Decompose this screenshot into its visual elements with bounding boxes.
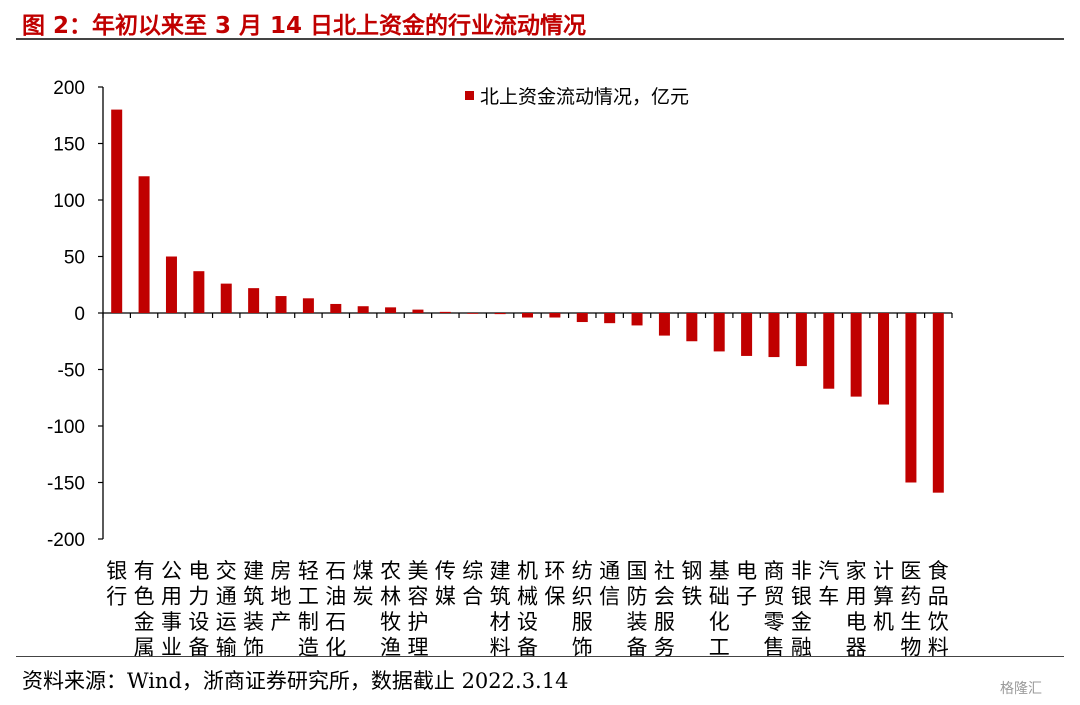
bar [193, 271, 205, 313]
bar [741, 313, 753, 356]
x-category-label: 通信 [599, 559, 620, 609]
bar [412, 309, 424, 313]
bar [823, 313, 835, 389]
bar [604, 313, 616, 324]
bar [878, 313, 890, 405]
y-tick-label: 50 [64, 248, 85, 269]
bar [795, 313, 807, 367]
x-category-label: 建筑材料 [490, 559, 511, 656]
bar [385, 307, 397, 313]
x-category-label: 石油石化 [325, 559, 346, 656]
y-tick-label: 0 [74, 304, 85, 325]
bar [330, 303, 342, 313]
x-category-label: 机械设备 [517, 559, 538, 656]
y-tick-labels: 200 150 100 50 0 -50 -100 -150 -200 [47, 78, 85, 551]
chart-bars [111, 109, 944, 493]
bar [768, 313, 780, 358]
x-category-label: 农林牧渔 [380, 559, 401, 656]
x-category-label: 计算机 [873, 559, 894, 634]
bar [905, 313, 917, 483]
y-tick-label: 150 [53, 135, 85, 156]
x-category-label: 钢铁 [681, 559, 702, 609]
footer-divider [16, 656, 1064, 657]
x-category-label: 银行 [106, 559, 127, 609]
bar-chart: 200 150 100 50 0 -50 -100 -150 -200 银行有色金属公用事业电力… [47, 78, 953, 656]
legend-swatch [465, 91, 474, 100]
y-tick-label: -200 [47, 530, 85, 551]
bar [494, 313, 506, 315]
x-category-label: 基础化工 [709, 559, 730, 656]
title-divider [16, 38, 1064, 40]
bar [686, 313, 698, 342]
x-category-label: 公用事业 [161, 559, 182, 656]
x-category-label: 煤炭 [353, 559, 374, 609]
bar [467, 313, 479, 314]
bar [713, 313, 725, 352]
watermark-logo: 格隆汇 [1000, 681, 1042, 697]
bar [275, 296, 287, 313]
bar [439, 311, 451, 313]
source-note: 资料来源：Wind，浙商证券研究所，数据截止 2022.3.14 [22, 669, 569, 693]
x-category-label: 医药生物 [900, 559, 921, 656]
x-category-label: 交通运输 [216, 559, 237, 656]
bar [576, 313, 588, 323]
x-category-label: 环保 [544, 559, 565, 609]
y-tick-label: -50 [58, 361, 85, 382]
bar [932, 313, 944, 493]
x-category-label: 电子 [736, 559, 757, 609]
x-category-label: 房地产 [271, 559, 292, 634]
x-category-label: 综合 [462, 559, 483, 609]
x-category-labels: 银行有色金属公用事业电力设备交通运输建筑装饰房地产轻工制造石油石化煤炭农林牧渔美… [106, 559, 949, 656]
x-category-label: 美容护理 [407, 559, 428, 656]
x-category-label: 建筑装饰 [243, 559, 264, 656]
bar [631, 313, 643, 326]
chart-title: 图 2：年初以来至 3 月 14 日北上资金的行业流动情况 [22, 13, 587, 39]
x-category-label: 国防装备 [627, 559, 648, 656]
x-category-label: 电力设备 [188, 559, 209, 656]
x-category-label: 社会服务 [654, 559, 675, 656]
bar [111, 109, 123, 313]
x-category-label: 食品饮料 [928, 559, 949, 656]
x-category-label: 传媒 [435, 559, 456, 609]
bar [522, 313, 533, 318]
y-tick-label: 200 [53, 78, 85, 99]
bar [549, 313, 561, 318]
bar [850, 313, 862, 397]
bar [138, 176, 150, 313]
x-category-label: 纺织服饰 [572, 559, 593, 656]
bar [165, 256, 177, 313]
x-category-label: 家用电器 [846, 559, 867, 656]
bar [248, 288, 260, 313]
x-category-label: 非银金融 [791, 559, 812, 656]
bar [357, 306, 369, 313]
bar [302, 298, 314, 313]
x-category-label: 轻工制造 [298, 559, 319, 656]
bar [658, 313, 670, 336]
x-category-label: 商贸零售 [763, 559, 784, 656]
y-tick-label: -100 [47, 417, 85, 438]
legend-label: 北上资金流动情况，亿元 [480, 86, 689, 108]
x-category-label: 汽车 [818, 559, 839, 609]
y-tick-label: 100 [53, 191, 85, 212]
chart-legend: 北上资金流动情况，亿元 [465, 86, 689, 108]
y-tick-label: -150 [47, 474, 85, 495]
bar [220, 283, 232, 313]
x-category-label: 有色金属 [134, 559, 155, 656]
